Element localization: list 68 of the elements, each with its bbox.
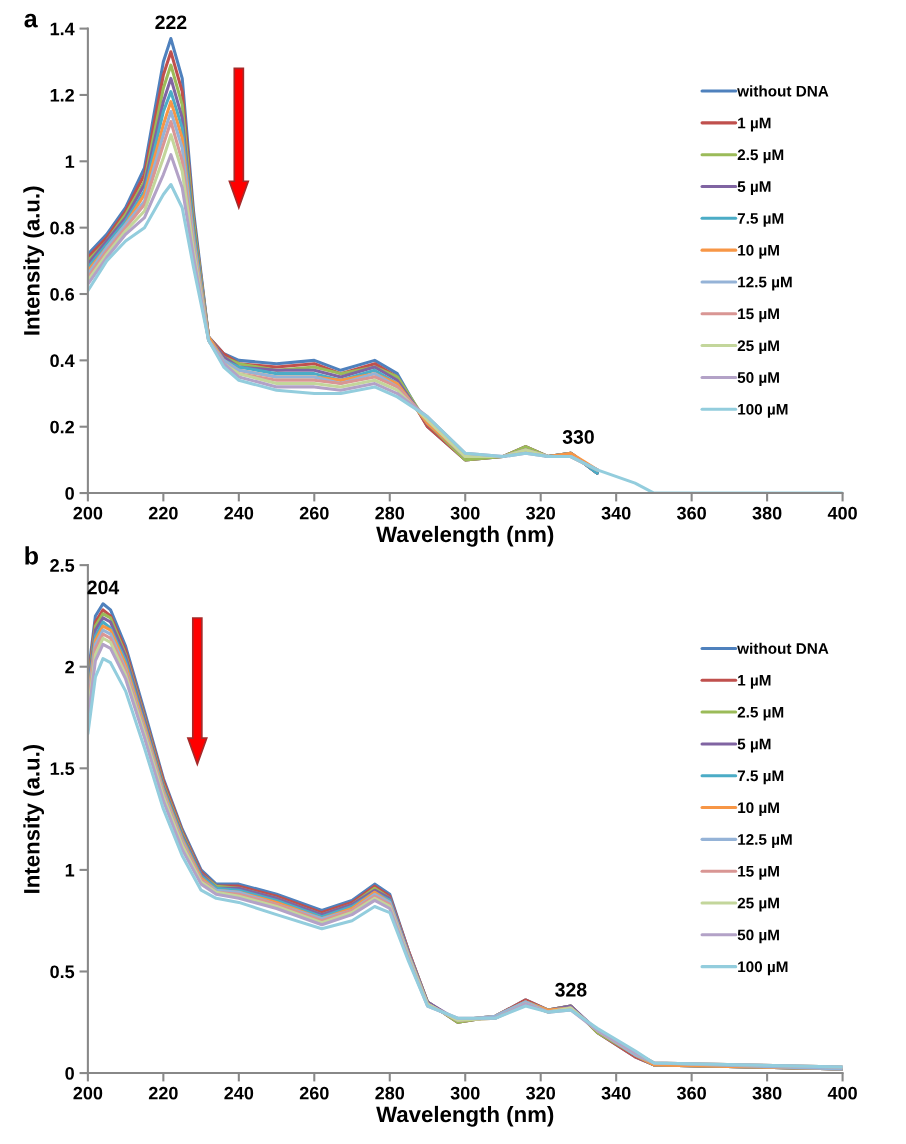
x-axis-title: Wavelength (nm) <box>376 525 554 547</box>
legend-label: 15 µM <box>738 308 779 323</box>
x-tick-label: 240 <box>224 1086 254 1100</box>
y-tick-label: 1 <box>65 864 75 877</box>
x-tick-label: 340 <box>601 1086 631 1100</box>
legend-label: 12.5 µM <box>738 834 792 848</box>
x-tick-label: 260 <box>299 506 329 520</box>
x-tick-label: 260 <box>299 1086 329 1100</box>
legend-label: without DNA <box>737 642 829 654</box>
x-tick-label: 400 <box>827 1086 857 1100</box>
y-tick-label: 0.5 <box>50 965 75 979</box>
x-tick-label: 200 <box>73 1086 103 1100</box>
legend-label: 100 µM <box>738 403 788 418</box>
y-tick-label: 1.2 <box>50 88 74 102</box>
x-tick-label: 280 <box>375 1086 405 1100</box>
legend-label: 25 µM <box>737 340 779 355</box>
x-tick-label: 240 <box>224 506 254 520</box>
annotation: 328 <box>555 982 587 997</box>
y-tick-label: 0 <box>65 1067 74 1080</box>
legend-label: 2.5 µM <box>737 149 784 164</box>
x-tick-label: 360 <box>676 1086 706 1100</box>
legend-label: 50 µM <box>737 372 779 386</box>
y-axis-title: Intensity (a.u.) <box>23 186 45 335</box>
x-tick-label: 380 <box>752 1086 782 1100</box>
legend-label: 50 µM <box>737 929 779 944</box>
x-tick-label: 300 <box>450 506 480 520</box>
legend-label: 1 µM <box>738 117 771 132</box>
annotation: 330 <box>562 430 594 444</box>
y-tick-label: 1.4 <box>50 22 75 36</box>
legend-label: 15 µM <box>738 866 779 880</box>
annotation: 204 <box>87 580 120 595</box>
legend-label: 2.5 µM <box>737 706 784 721</box>
legend-label: without DNA <box>737 85 829 97</box>
x-tick-label: 340 <box>601 506 631 520</box>
y-tick-label: 1.5 <box>50 762 75 776</box>
y-tick-label: 0.8 <box>50 221 75 235</box>
legend-label: 10 µM <box>738 244 779 259</box>
legend-label: 5 µM <box>737 181 771 196</box>
x-tick-label: 380 <box>752 506 782 520</box>
x-tick-label: 200 <box>73 506 103 520</box>
x-tick-label: 360 <box>676 506 706 520</box>
x-axis-title: Wavelength (nm) <box>376 1105 554 1127</box>
y-tick-label: 0 <box>65 487 74 500</box>
legend-label: 7.5 µM <box>737 770 784 785</box>
x-tick-label: 220 <box>148 1086 178 1100</box>
legend-label: 5 µM <box>737 738 771 753</box>
y-tick-label: 1 <box>65 155 75 168</box>
x-tick-label: 280 <box>375 506 405 520</box>
y-tick-label: 2 <box>65 660 74 674</box>
x-tick-label: 320 <box>526 1086 556 1100</box>
x-tick-label: 400 <box>827 506 857 520</box>
legend-label: 1 µM <box>738 675 771 689</box>
legend-label: 7.5 µM <box>737 213 784 227</box>
chart-title: b <box>25 546 38 565</box>
y-tick-label: 2.5 <box>50 559 75 572</box>
annotation: 222 <box>155 15 187 29</box>
x-tick-label: 300 <box>450 1086 480 1100</box>
legend-label: 25 µM <box>737 897 779 912</box>
legend-label: 12.5 µM <box>738 276 792 291</box>
y-axis-title: Intensity (a.u.) <box>23 744 45 893</box>
legend-label: 100 µM <box>738 961 788 976</box>
y-tick-label: 0.2 <box>50 420 74 434</box>
legend-label: 10 µM <box>738 802 779 817</box>
y-tick-label: 0.6 <box>50 287 75 301</box>
y-tick-label: 0.4 <box>50 354 75 368</box>
chart-title: a <box>24 13 38 28</box>
x-tick-label: 320 <box>526 506 556 520</box>
x-tick-label: 220 <box>148 506 178 520</box>
